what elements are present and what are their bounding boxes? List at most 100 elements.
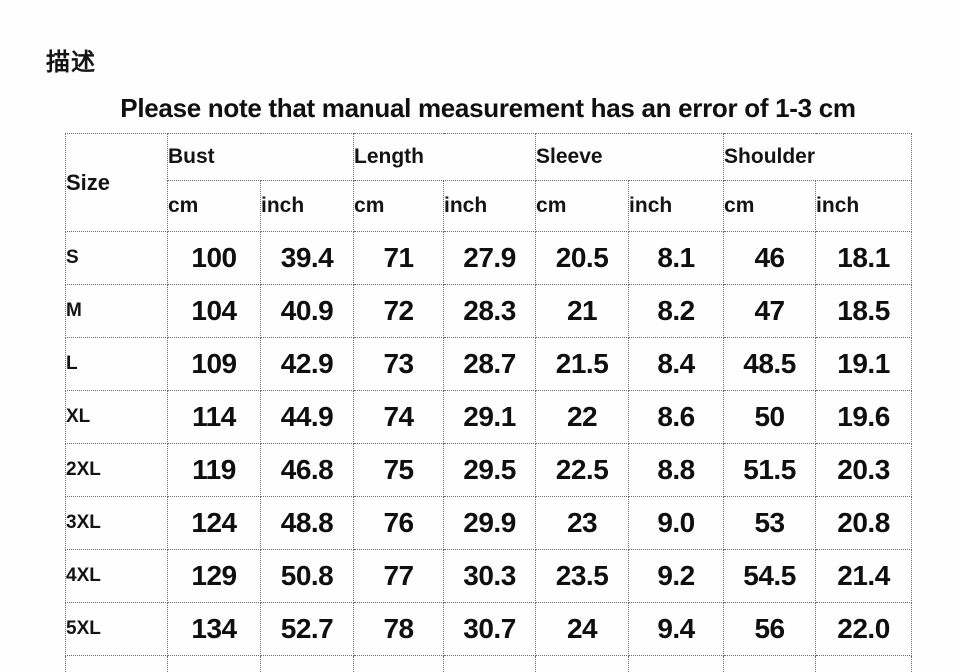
unit-header-sleeve-cm: cm [535,180,630,232]
measurement-value: 20.5 [535,231,630,285]
size-label: 5XL [65,602,168,656]
measurement-value: 21.5 [535,337,630,391]
measurement-value: 54.5 [723,549,817,603]
size-label: M [65,284,168,338]
column-header-length: Length [353,133,537,181]
measurement-value: 50.8 [259,549,355,603]
empty-cell [167,655,261,672]
measurement-value: 20.8 [815,496,913,550]
measurement-value: 48.8 [259,496,355,550]
measurement-value: 51.5 [723,443,817,497]
measurement-value: 30.7 [443,602,537,656]
measurement-value: 8.1 [628,231,725,285]
measurement-value: 29.9 [443,496,537,550]
column-header-shoulder: Shoulder [723,133,913,181]
measurement-value: 119 [167,443,261,497]
size-label: 4XL [65,549,168,603]
measurement-value: 19.6 [815,390,913,444]
measurement-value: 75 [353,443,445,497]
measurement-value: 47 [723,284,817,338]
measurement-value: 114 [167,390,261,444]
measurement-value: 39.4 [259,231,355,285]
measurement-value: 8.8 [628,443,725,497]
measurement-value: 24 [535,602,630,656]
measurement-value: 50 [723,390,817,444]
measurement-value: 28.3 [443,284,537,338]
measurement-value: 53 [723,496,817,550]
table-row: S 100 39.4 71 27.9 20.5 8.1 46 18.1 [65,231,913,285]
measurement-value: 100 [167,231,261,285]
measurement-note-title: Please note that manual measurement has … [120,93,856,123]
measurement-value: 8.2 [628,284,725,338]
measurement-value: 9.2 [628,549,725,603]
size-label: L [65,337,168,391]
empty-cell [535,655,630,672]
measurement-value: 72 [353,284,445,338]
size-label: 3XL [65,496,168,550]
measurement-value: 129 [167,549,261,603]
measurement-value: 22.0 [815,602,913,656]
measurement-value: 9.4 [628,602,725,656]
measurement-value: 56 [723,602,817,656]
measurement-value: 28.7 [443,337,537,391]
measurement-value: 8.4 [628,337,725,391]
size-chart-body: S 100 39.4 71 27.9 20.5 8.1 46 18.1 M 104 40.9 72 28.… [65,231,913,672]
measurement-value: 29.5 [443,443,537,497]
measurement-value: 44.9 [259,390,355,444]
measurement-value: 46 [723,231,817,285]
table-row: 5XL 134 52.7 78 30.7 24 9.4 56 22.0 [65,602,913,656]
measurement-value: 76 [353,496,445,550]
size-label: 2XL [65,443,168,497]
measurement-value: 8.6 [628,390,725,444]
measurement-value: 124 [167,496,261,550]
measurement-value: 48.5 [723,337,817,391]
measurement-value: 18.1 [815,231,913,285]
table-row-partial [65,655,913,672]
size-chart-header: Size Bust Length Sleeve Shoulder cm inch… [65,133,913,232]
measurement-value: 71 [353,231,445,285]
column-header-size: Size [65,133,168,232]
measurement-value: 78 [353,602,445,656]
size-label: S [65,231,168,285]
size-label: XL [65,390,168,444]
empty-cell [723,655,817,672]
measurement-value: 18.5 [815,284,913,338]
measurement-value: 21 [535,284,630,338]
measurement-value: 42.9 [259,337,355,391]
measurement-value: 73 [353,337,445,391]
table-row: XL 114 44.9 74 29.1 22 8.6 50 19.6 [65,390,913,444]
table-row: L 109 42.9 73 28.7 21.5 8.4 48.5 19.1 [65,337,913,391]
unit-header-shoulder-inch: inch [815,180,913,232]
measurement-value: 74 [353,390,445,444]
measurement-value: 134 [167,602,261,656]
measurement-value: 22.5 [535,443,630,497]
empty-cell [65,655,168,672]
size-chart-table: Size Bust Length Sleeve Shoulder cm inch… [65,133,913,672]
measurement-value: 77 [353,549,445,603]
header-unit-row: cm inch cm inch cm inch cm inch [66,180,913,232]
measurement-value: 21.4 [815,549,913,603]
empty-cell [815,655,913,672]
unit-header-bust-inch: inch [259,180,355,232]
measurement-value: 46.8 [259,443,355,497]
empty-cell [628,655,725,672]
header-group-row: Size Bust Length Sleeve Shoulder [65,133,913,232]
measurement-value: 104 [167,284,261,338]
unit-header-length-inch: inch [443,180,537,232]
measurement-value: 27.9 [443,231,537,285]
table-row: 4XL 129 50.8 77 30.3 23.5 9.2 54.5 21.4 [65,549,913,603]
measurement-value: 23 [535,496,630,550]
unit-header-shoulder-cm: cm [723,180,817,232]
table-row: M 104 40.9 72 28.3 21 8.2 47 18.5 [65,284,913,338]
measurement-value: 52.7 [259,602,355,656]
empty-cell [259,655,355,672]
measurement-value: 109 [167,337,261,391]
table-row: 3XL 124 48.8 76 29.9 23 9.0 53 20.8 [65,496,913,550]
description-section-label: 描述 [46,49,96,76]
unit-header-bust-cm: cm [167,180,261,232]
measurement-value: 40.9 [259,284,355,338]
unit-header-length-cm: cm [353,180,445,232]
column-header-sleeve: Sleeve [535,133,725,181]
measurement-value: 19.1 [815,337,913,391]
